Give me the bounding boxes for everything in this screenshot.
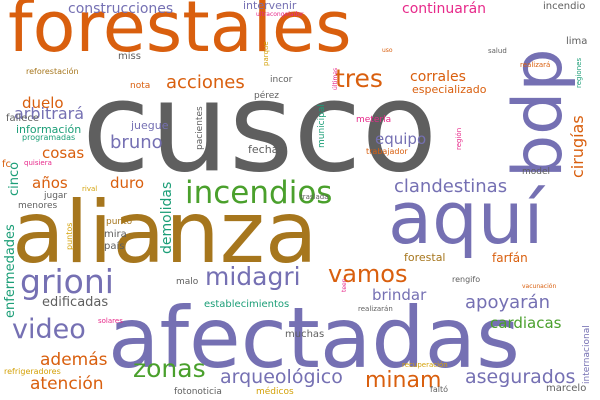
cloud-word: médicos [256,387,294,397]
cloud-word: recuperación [402,361,448,369]
cloud-word: muchas [285,329,325,340]
cloud-word: teen [341,278,348,292]
cloud-word: fotonoticia [174,387,222,397]
cloud-word: video [12,314,86,345]
cloud-word: mira [104,229,127,240]
cloud-word: faltó [430,385,448,394]
cloud-word: realizarán [358,305,393,313]
cloud-word: juegue [131,119,169,132]
cloud-word: pacientes [195,106,205,150]
cloud-word: cusco [82,56,438,200]
cloud-word: municipal [317,104,327,148]
cloud-word: establecimientos [204,299,290,310]
cloud-word: trabajador [366,147,408,156]
cloud-word: vamos [328,260,408,288]
cloud-word: programadas [22,133,76,142]
cloud-word: arbitrará [14,104,85,123]
cloud-word: solares [98,317,123,325]
cloud-word: rival [82,185,98,193]
cloud-word: farfán [492,251,528,265]
cloud-word: midagri [205,262,301,291]
cloud-word: aquí [388,176,544,260]
cloud-word: años [32,174,68,192]
cloud-word: corrales [410,69,466,85]
cloud-word: afectadas [108,289,520,387]
cloud-word: incor [270,75,293,85]
cloud-word: reforestación [26,67,79,76]
cloud-word: continuarán [402,1,487,17]
cloud-word: duro [110,174,145,192]
cloud-word: tres [335,64,383,93]
cloud-word: región [455,127,463,150]
cloud-word: arqueológico [220,366,343,388]
cloud-word: rengifo [452,275,481,284]
cloud-word: enfermedades [3,224,18,318]
cloud-word: vacunación [522,283,557,290]
cloud-word: cosas [42,144,85,162]
cloud-word: parque [262,41,270,66]
cloud-word: acciones [166,72,245,93]
cloud-word: malo [176,277,199,287]
cloud-word: pérez [254,91,280,101]
cloud-word: grioni [20,262,114,301]
cloud-word: lima [566,36,588,47]
cloud-word: fc [2,159,12,170]
cloud-word: puntos [65,222,74,250]
cloud-word: cardiacas [490,314,562,332]
cloud-word: duelo [22,94,64,112]
cloud-word: quisiera [24,159,52,167]
cloud-word: model [522,167,551,177]
cloud-word: asegurados [465,366,576,388]
cloud-word: intervenir [243,0,297,12]
cloud-word: país [104,241,125,252]
cloud-word: demolidas [159,181,175,254]
cloud-word: incendio [543,1,586,12]
cloud-word: apoyarán [465,292,550,313]
cloud-word: fechas [248,143,285,156]
cloud-word: forestales [8,0,352,68]
cloud-word: jugar [44,191,68,201]
cloud-word: además [40,350,108,370]
cloud-word: clandestinas [394,176,508,197]
cloud-word: realizará [520,61,551,69]
cloud-word: refrigeradores [4,367,61,376]
cloud-word: edificadas [42,295,109,310]
cloud-word: uso [382,47,393,54]
cloud-word: nota [130,81,151,91]
cloud-word: brindar [372,286,427,304]
cloud-word: ultracongelador [256,11,304,18]
cloud-word: zonas [133,354,206,383]
cloud-word: punto [106,217,133,227]
cloud-word: salud [488,47,507,55]
cloud-word: traslada [300,193,329,201]
cloud-word: regiones [575,57,583,88]
cloud-word: información [16,123,82,136]
cloud-word: incendios [185,175,333,211]
cloud-word: equipo [375,130,427,148]
cloud-word: alianza [12,183,318,283]
cloud-word: minam [365,368,442,393]
cloud-word: construcciones [68,1,174,17]
cloud-word: bruno [110,132,163,153]
cloud-word: fallece [6,113,40,124]
cloud-word: atención [30,374,104,394]
cloud-word: especializado [412,83,487,96]
cloud-word: menores [18,201,58,211]
cloud-word: miss [118,51,141,62]
cloud-word: marcelo [546,383,587,394]
cloud-word: últimas [332,67,339,90]
cloud-word: internacional [582,325,592,384]
cloud-word: forestal [404,251,446,264]
cloud-word: meterla [356,115,392,125]
cloud-word: cirugías [568,115,587,178]
